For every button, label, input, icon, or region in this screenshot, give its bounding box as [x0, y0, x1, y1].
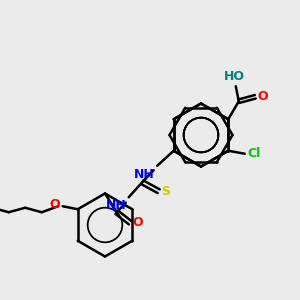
Text: NH: NH	[134, 168, 155, 181]
Text: S: S	[161, 185, 170, 198]
Text: O: O	[49, 198, 60, 211]
Text: O: O	[133, 216, 143, 229]
Text: HO: HO	[224, 70, 245, 83]
Text: NH: NH	[106, 199, 126, 212]
Text: O: O	[258, 90, 268, 103]
Text: Cl: Cl	[247, 147, 260, 160]
